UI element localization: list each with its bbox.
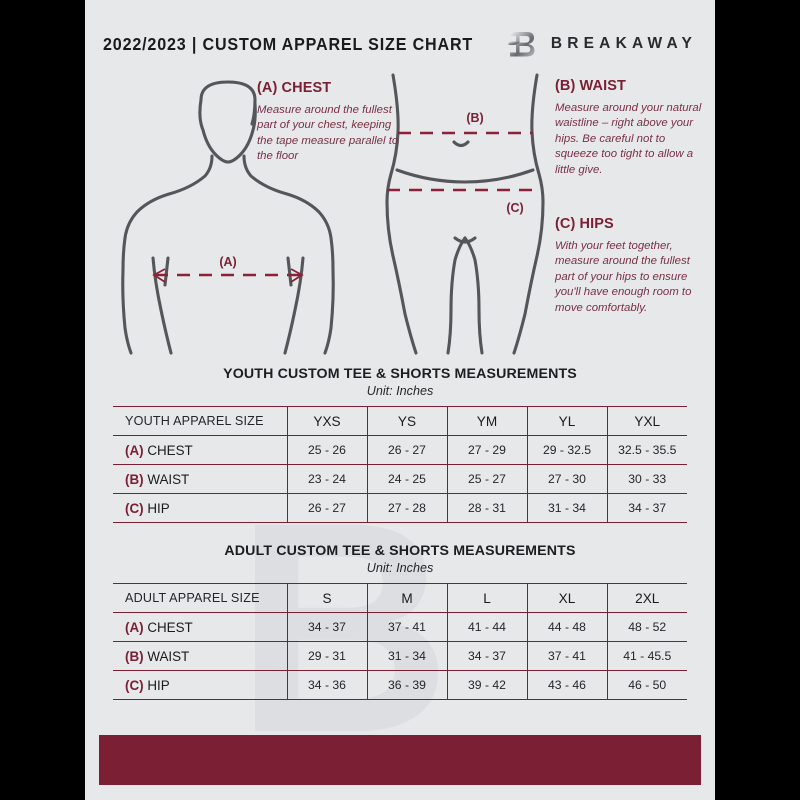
- youth-waist-ym: 25 - 27: [446, 464, 527, 494]
- marker-c: (C): [125, 500, 144, 516]
- table-row: (A) CHEST 34 - 37 37 - 41 41 - 44 44 - 4…: [113, 612, 687, 642]
- adult-chest-l: 41 - 44: [446, 612, 527, 642]
- adult-size-table: ADULT APPAREL SIZE S M L XL 2XL (A) CHES…: [113, 583, 687, 700]
- table-row: (A) CHEST 25 - 26 26 - 27 27 - 29 29 - 3…: [113, 435, 687, 465]
- youth-row-waist-label: (B) WAIST: [113, 464, 287, 494]
- brand-name: BREAKAWAY: [550, 35, 697, 52]
- youth-hip-yxs: 26 - 27: [286, 493, 367, 523]
- adult-waist-2xl: 41 - 45.5: [606, 641, 687, 671]
- adult-row-chest-label: (A) CHEST: [113, 612, 287, 642]
- youth-label-header: YOUTH APPAREL SIZE: [113, 406, 287, 436]
- page-header: 2022/2023 | CUSTOM APPAREL SIZE CHART: [85, 24, 715, 64]
- adult-row-hip-label: (C) HIP: [113, 670, 287, 700]
- youth-waist-yl: 27 - 30: [526, 464, 607, 494]
- adult-size-xl: XL: [526, 583, 607, 613]
- marker-c: (C): [125, 677, 144, 693]
- youth-chest-yxl: 32.5 - 35.5: [606, 435, 687, 465]
- adult-size-2xl: 2XL: [606, 583, 687, 613]
- footer-accent-bar: [99, 735, 701, 785]
- marker-a: (A): [125, 619, 144, 635]
- adult-hip-xl: 43 - 46: [526, 670, 607, 700]
- adult-measurements-section: ADULT CUSTOM TEE & SHORTS MEASUREMENTS U…: [113, 543, 687, 700]
- youth-measurements-section: YOUTH CUSTOM TEE & SHORTS MEASUREMENTS U…: [113, 366, 687, 523]
- adult-hip-2xl: 46 - 50: [606, 670, 687, 700]
- youth-chest-yxs: 25 - 26: [286, 435, 367, 465]
- youth-size-ys: YS: [366, 406, 447, 436]
- adult-chest-s: 34 - 37: [286, 612, 367, 642]
- youth-hip-yl: 31 - 34: [526, 493, 607, 523]
- table-header-row: ADULT APPAREL SIZE S M L XL 2XL: [113, 583, 687, 613]
- adult-hip-l: 39 - 42: [446, 670, 527, 700]
- youth-size-yxl: YXL: [606, 406, 687, 436]
- youth-hip-ys: 27 - 28: [366, 493, 447, 523]
- chest-measure-label: (A): [219, 255, 236, 269]
- adult-waist-xl: 37 - 41: [526, 641, 607, 671]
- youth-size-ym: YM: [446, 406, 527, 436]
- waist-measure-label: (B): [466, 111, 483, 125]
- adult-chest-m: 37 - 41: [366, 612, 447, 642]
- table-row: (C) HIP 34 - 36 36 - 39 39 - 42 43 - 46 …: [113, 670, 687, 700]
- adult-chest-2xl: 48 - 52: [606, 612, 687, 642]
- adult-section-title: ADULT CUSTOM TEE & SHORTS MEASUREMENTS: [224, 543, 576, 559]
- adult-hip-m: 36 - 39: [366, 670, 447, 700]
- table-row: (B) WAIST 29 - 31 31 - 34 34 - 37 37 - 4…: [113, 641, 687, 671]
- callout-chest: (A) CHEST Measure around the fullest par…: [257, 80, 405, 165]
- hip-measure-label: (C): [506, 201, 523, 215]
- adult-row-waist-text: WAIST: [147, 648, 190, 664]
- marker-b: (B): [125, 471, 144, 487]
- marker-b: (B): [125, 648, 144, 664]
- youth-row-hip-label: (C) HIP: [113, 493, 287, 523]
- youth-chest-ym: 27 - 29: [446, 435, 527, 465]
- brand-lockup: BREAKAWAY: [507, 28, 697, 60]
- table-row: (B) WAIST 23 - 24 24 - 25 25 - 27 27 - 3…: [113, 464, 687, 494]
- youth-waist-ys: 24 - 25: [366, 464, 447, 494]
- youth-row-chest-label: (A) CHEST: [113, 435, 287, 465]
- youth-hip-ym: 28 - 31: [446, 493, 527, 523]
- callout-hips-body: With your feet together, measure around …: [555, 240, 692, 314]
- youth-row-chest-text: CHEST: [147, 442, 193, 458]
- callout-chest-body: Measure around the fullest part of your …: [257, 104, 399, 163]
- table-header-row: YOUTH APPAREL SIZE YXS YS YM YL YXL: [113, 406, 687, 436]
- youth-hip-yxl: 34 - 37: [606, 493, 687, 523]
- callout-chest-title: (A) CHEST: [257, 80, 332, 96]
- adult-waist-s: 29 - 31: [286, 641, 367, 671]
- youth-row-hip-text: HIP: [147, 500, 170, 516]
- adult-hip-s: 34 - 36: [286, 670, 367, 700]
- youth-size-yl: YL: [526, 406, 607, 436]
- youth-waist-yxl: 30 - 33: [606, 464, 687, 494]
- table-row: (C) HIP 26 - 27 27 - 28 28 - 31 31 - 34 …: [113, 493, 687, 523]
- breakaway-b-monogram-icon: [507, 28, 537, 60]
- adult-label-header: ADULT APPAREL SIZE: [113, 583, 287, 613]
- adult-section-unit: Unit: Inches: [366, 561, 434, 575]
- marker-a: (A): [125, 442, 144, 458]
- adult-row-hip-text: HIP: [147, 677, 170, 693]
- page-title: 2022/2023 | CUSTOM APPAREL SIZE CHART: [103, 33, 474, 54]
- upper-body-figure: (A): [121, 80, 335, 355]
- adult-chest-xl: 44 - 48: [526, 612, 607, 642]
- callout-hips: (C) HIPS With your feet together, measur…: [555, 216, 703, 316]
- callout-hips-title: (C) HIPS: [555, 216, 614, 232]
- adult-size-l: L: [446, 583, 527, 613]
- youth-chest-ys: 26 - 27: [366, 435, 447, 465]
- youth-size-yxs: YXS: [286, 406, 367, 436]
- adult-row-chest-text: CHEST: [147, 619, 193, 635]
- adult-waist-l: 34 - 37: [446, 641, 527, 671]
- callout-waist: (B) WAIST Measure around your natural wa…: [555, 78, 703, 178]
- youth-chest-yl: 29 - 32.5: [526, 435, 607, 465]
- callout-waist-title: (B) WAIST: [555, 78, 626, 94]
- size-chart-page: B 2022/2023 | CUSTOM APPAREL SIZE CHART: [85, 0, 715, 800]
- adult-waist-m: 31 - 34: [366, 641, 447, 671]
- youth-waist-yxs: 23 - 24: [286, 464, 367, 494]
- illustration-band: (A) (B) (C) (A) CHEST: [85, 70, 715, 355]
- adult-size-m: M: [366, 583, 447, 613]
- youth-row-waist-text: WAIST: [147, 471, 190, 487]
- adult-row-waist-label: (B) WAIST: [113, 641, 287, 671]
- callout-waist-body: Measure around your natural waistline – …: [555, 102, 702, 176]
- lower-body-figure: (B) (C): [385, 73, 545, 355]
- youth-section-title: YOUTH CUSTOM TEE & SHORTS MEASUREMENTS: [223, 366, 577, 382]
- youth-size-table: YOUTH APPAREL SIZE YXS YS YM YL YXL (A) …: [113, 406, 687, 523]
- youth-section-unit: Unit: Inches: [366, 384, 434, 398]
- adult-size-s: S: [286, 583, 367, 613]
